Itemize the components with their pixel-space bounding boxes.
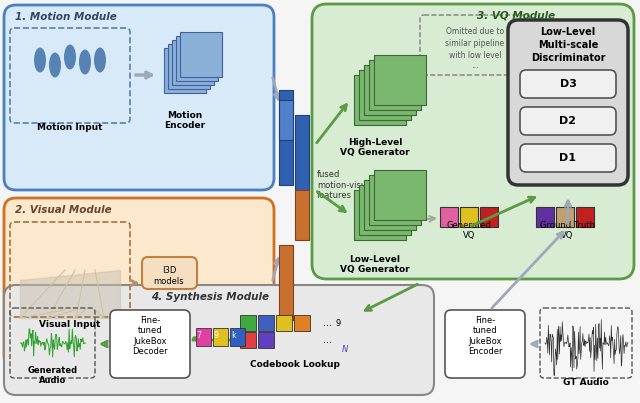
FancyBboxPatch shape: [520, 107, 616, 135]
Bar: [354, 190, 406, 240]
Text: Low-Level
VQ Generator: Low-Level VQ Generator: [340, 255, 410, 274]
Bar: [180, 31, 222, 77]
Bar: [440, 207, 458, 227]
Text: D2: D2: [559, 116, 577, 126]
Text: Generated
VQ: Generated VQ: [447, 220, 492, 240]
Bar: [359, 185, 411, 235]
Text: 4. Synthesis Module: 4. Synthesis Module: [151, 292, 269, 302]
Text: I3D
models: I3D models: [154, 266, 184, 286]
FancyBboxPatch shape: [4, 198, 274, 368]
Text: similar pipeline: similar pipeline: [445, 39, 504, 48]
Bar: [369, 60, 421, 110]
Bar: [294, 315, 310, 331]
Text: ...: ...: [323, 318, 333, 328]
Text: ...: ...: [471, 62, 479, 71]
Bar: [258, 332, 274, 348]
FancyBboxPatch shape: [142, 257, 197, 289]
Bar: [230, 328, 245, 346]
Ellipse shape: [49, 52, 61, 77]
Bar: [576, 207, 594, 227]
Ellipse shape: [34, 48, 46, 73]
Ellipse shape: [94, 48, 106, 73]
Text: k: k: [231, 330, 236, 339]
Text: D1: D1: [559, 153, 577, 163]
Bar: [168, 44, 210, 89]
Bar: [164, 48, 206, 93]
Bar: [213, 328, 228, 346]
Bar: [364, 180, 416, 230]
Text: Discriminator: Discriminator: [531, 53, 605, 63]
FancyBboxPatch shape: [445, 310, 525, 378]
Text: High-Level
VQ Generator: High-Level VQ Generator: [340, 137, 410, 157]
Bar: [240, 332, 256, 348]
Text: GT Audio: GT Audio: [563, 378, 609, 387]
Bar: [172, 39, 214, 85]
Bar: [536, 207, 554, 227]
Text: 7: 7: [196, 330, 202, 339]
Bar: [364, 65, 416, 115]
FancyBboxPatch shape: [520, 144, 616, 172]
Text: Low-Level: Low-Level: [540, 27, 596, 37]
Bar: [176, 35, 218, 81]
Text: ...: ...: [323, 335, 333, 345]
Text: Codebook Lookup: Codebook Lookup: [250, 360, 340, 369]
Ellipse shape: [79, 50, 91, 75]
FancyBboxPatch shape: [520, 70, 616, 98]
FancyBboxPatch shape: [110, 310, 190, 378]
Text: Motion Input: Motion Input: [37, 123, 103, 132]
Text: Fine-
tuned
JukeBox
Decoder: Fine- tuned JukeBox Decoder: [132, 316, 168, 356]
Text: Ground Truth
VQ: Ground Truth VQ: [540, 220, 595, 240]
FancyBboxPatch shape: [312, 4, 634, 279]
FancyBboxPatch shape: [508, 20, 628, 185]
Text: 2. Visual Module: 2. Visual Module: [15, 205, 111, 215]
Text: D3: D3: [559, 79, 577, 89]
Bar: [354, 75, 406, 125]
Bar: [276, 315, 292, 331]
Bar: [374, 55, 426, 105]
Bar: [480, 207, 498, 227]
Bar: [369, 175, 421, 225]
Bar: [279, 245, 293, 320]
Text: 9: 9: [214, 330, 218, 339]
Bar: [374, 170, 426, 220]
FancyBboxPatch shape: [4, 5, 274, 190]
Text: 1. Motion Module: 1. Motion Module: [15, 12, 116, 22]
Bar: [279, 90, 293, 185]
Bar: [240, 315, 256, 331]
Text: 9: 9: [335, 318, 340, 328]
Text: fused
motion-visual
features: fused motion-visual features: [317, 170, 374, 200]
Bar: [359, 70, 411, 120]
Bar: [460, 207, 478, 227]
Text: 3. VQ Module: 3. VQ Module: [477, 10, 555, 20]
Text: Motion
Encoder: Motion Encoder: [164, 110, 205, 130]
Text: Omitted due to: Omitted due to: [446, 27, 504, 37]
Bar: [258, 315, 274, 331]
Text: N: N: [342, 345, 348, 353]
Bar: [556, 207, 574, 227]
Bar: [295, 190, 309, 240]
Text: Visual Input: Visual Input: [39, 320, 100, 329]
Text: with low level: with low level: [449, 50, 501, 60]
FancyBboxPatch shape: [4, 285, 434, 395]
Ellipse shape: [64, 44, 76, 69]
Text: Fine-
tuned
JukeBox
Encoder: Fine- tuned JukeBox Encoder: [468, 316, 502, 356]
Text: Generated
Audio: Generated Audio: [28, 366, 78, 385]
Text: Multi-scale: Multi-scale: [538, 40, 598, 50]
Bar: [279, 100, 293, 140]
Bar: [196, 328, 211, 346]
Bar: [295, 115, 309, 190]
